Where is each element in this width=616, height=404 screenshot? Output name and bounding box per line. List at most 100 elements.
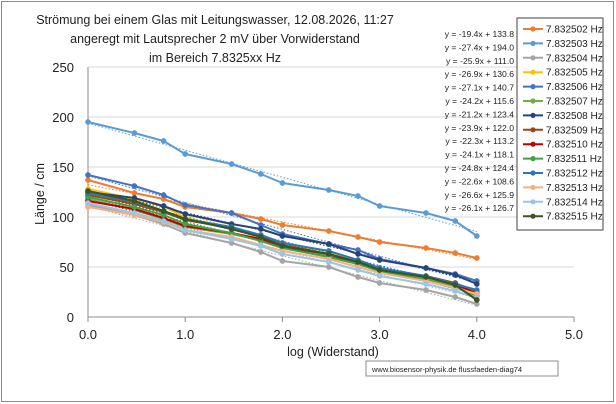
data-point <box>376 267 383 273</box>
y-tick-label: 250 <box>52 60 74 75</box>
data-point <box>85 119 91 125</box>
legend-entry-label: 7.832514 Hz <box>546 197 603 208</box>
data-point <box>228 226 235 232</box>
data-point <box>228 210 235 216</box>
data-point <box>257 249 264 255</box>
x-axis-label: log (Widerstand) <box>287 345 379 359</box>
trendline-equations: y = -19.4x + 133.8 y = -27.4x + 194.0 y = … <box>445 29 514 213</box>
trendline-equation: y = -26.9x + 130.6 <box>445 69 514 79</box>
data-point <box>325 228 332 234</box>
legend-entry-label: 7.832505 Hz <box>546 68 603 79</box>
data-point <box>452 294 459 300</box>
y-tick-label: 50 <box>60 260 74 275</box>
data-point <box>279 222 286 228</box>
chart-title-line-2: angeregt mit Lautsprecher 2 mV über Vorw… <box>70 32 360 46</box>
legend-swatch-marker <box>530 170 536 176</box>
data-point <box>131 190 138 196</box>
data-point <box>257 171 264 177</box>
legend-entry-label: 7.832504 Hz <box>546 53 603 64</box>
data-point <box>257 243 264 249</box>
trendline-equation: y = -27.4x + 194.0 <box>445 42 514 52</box>
data-point <box>376 280 383 286</box>
x-tick-label: 3.0 <box>371 327 389 342</box>
legend-entry-label: 7.832511 Hz <box>546 154 602 165</box>
data-point <box>423 265 429 271</box>
data-point <box>85 172 91 178</box>
legend-swatch-marker <box>530 55 536 61</box>
data-point <box>279 180 286 186</box>
legend-swatch-marker <box>530 141 536 147</box>
trendline-equation: y = -24.8x + 124.4 <box>445 163 514 173</box>
legend-entry-label: 7.832502 Hz <box>546 25 603 36</box>
y-tick-label: 200 <box>52 110 74 125</box>
data-point <box>423 287 429 293</box>
x-tick-label: 0.0 <box>79 327 97 342</box>
legend-entry-label: 7.832508 Hz <box>546 111 603 122</box>
data-point <box>85 188 91 194</box>
data-point <box>279 251 286 257</box>
data-point <box>452 250 459 256</box>
chart-title-line-1: Strömung bei einem Glas mit Leitungswass… <box>36 13 394 27</box>
trendline-equation: y = -25.9x + 111.0 <box>446 56 514 66</box>
data-point <box>452 282 459 288</box>
trendline-equation: y = -22.3x + 113.2 <box>445 136 514 146</box>
legend-swatch-marker <box>530 98 536 104</box>
data-point <box>473 255 480 261</box>
data-point <box>279 258 286 264</box>
data-point <box>131 210 138 216</box>
legend-swatch-marker <box>530 156 536 162</box>
data-point <box>355 234 361 240</box>
chart-title-line-3: im Bereich 7.8325xx Hz <box>149 51 281 65</box>
legend-swatch-marker <box>530 26 536 32</box>
trendline <box>87 187 477 295</box>
y-axis-label: Länge / cm <box>33 163 47 225</box>
trendline-equation: y = -19.4x + 133.8 <box>445 29 514 39</box>
legend-entry-label: 7.832512 Hz <box>546 169 603 180</box>
data-point <box>257 226 264 232</box>
legend-swatch-marker <box>530 40 536 47</box>
y-tick-label: 0 <box>67 310 74 325</box>
data-point <box>473 297 480 303</box>
legend-box <box>516 17 604 231</box>
source-box-frame <box>365 360 559 377</box>
data-point <box>131 204 138 210</box>
data-point <box>325 241 332 247</box>
data-point <box>355 193 361 199</box>
data-point <box>160 208 167 214</box>
data-point <box>279 243 286 249</box>
data-point <box>355 259 361 265</box>
trendline-equation: y = -27.1x + 140.7 <box>445 83 514 93</box>
data-point <box>131 183 138 189</box>
x-tick-label: 1.0 <box>176 327 194 342</box>
legend-entry-label: 7.832506 Hz <box>546 82 603 93</box>
trendline-equation: y = -22.6x + 108.6 <box>445 176 514 186</box>
legend-swatch-marker <box>530 127 536 133</box>
data-point <box>131 198 138 204</box>
legend-swatch-marker <box>530 199 536 205</box>
legend-swatch-marker <box>530 84 536 90</box>
data-point <box>423 281 429 287</box>
y-tick-label: 100 <box>52 210 74 225</box>
data-point <box>228 236 235 242</box>
data-point <box>160 218 167 224</box>
data-point <box>257 234 264 240</box>
trendline <box>87 122 477 233</box>
legend-entry-label: 7.832510 Hz <box>546 140 603 151</box>
data-point <box>452 288 459 294</box>
source-box: www.biosensor-physik.de flussfaeden-diag… <box>365 360 559 377</box>
data-point <box>325 187 332 193</box>
data-point <box>355 274 361 280</box>
data-point <box>376 239 383 245</box>
data-point <box>355 251 361 257</box>
legend-swatch-marker <box>530 112 536 118</box>
data-point <box>85 177 91 183</box>
data-point <box>279 233 286 239</box>
data-point <box>376 257 383 263</box>
data-point <box>182 202 189 208</box>
data-point <box>182 221 189 227</box>
y-tick-label: 150 <box>52 160 74 175</box>
data-point <box>182 211 189 217</box>
data-point <box>355 267 361 273</box>
data-point <box>423 274 429 280</box>
